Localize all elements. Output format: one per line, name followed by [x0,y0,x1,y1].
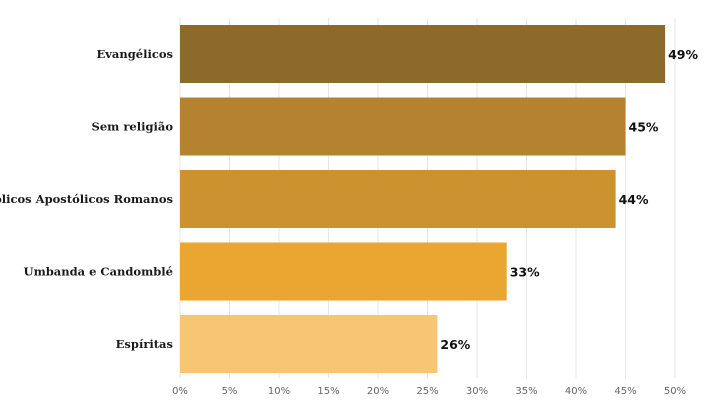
value-label: 26% [440,337,470,352]
bar [180,315,438,373]
bar [180,242,507,301]
bar [180,25,666,83]
category-label: Espíritas [116,337,173,351]
x-tick-label: 20% [367,386,389,397]
bar [180,170,616,228]
x-tick-label: 25% [416,386,438,397]
x-axis-tick-labels: 0% 5% 10% 15% 20% 25% 30% 35% 40% 45% 50% [172,386,686,397]
x-tick-label: 35% [515,386,537,397]
category-label: Evangélicos [96,47,173,61]
x-tick-label: 5% [222,386,238,397]
x-tick-label: 40% [565,386,587,397]
bars [180,25,666,373]
value-label: 49% [668,47,698,62]
clipped-title-fragment [0,0,300,4]
value-label: 44% [619,192,649,207]
x-tick-label: 30% [466,386,488,397]
value-label: 45% [629,120,659,135]
bar [180,97,626,156]
category-label: Umbanda e Candomblé [24,265,173,279]
value-labels: 49% 45% 44% 33% 26% [440,47,698,352]
x-tick-label: 15% [317,386,339,397]
x-tick-label: 0% [172,386,188,397]
x-tick-label: 50% [664,386,686,397]
x-tick-label: 45% [614,386,636,397]
category-label: Sem religião [92,120,174,134]
category-label: Católicos Apostólicos Romanos [0,192,173,206]
category-labels: Evangélicos Sem religião Católicos Apostól… [0,47,173,351]
x-tick-label: 10% [268,386,290,397]
value-label: 33% [510,265,540,280]
